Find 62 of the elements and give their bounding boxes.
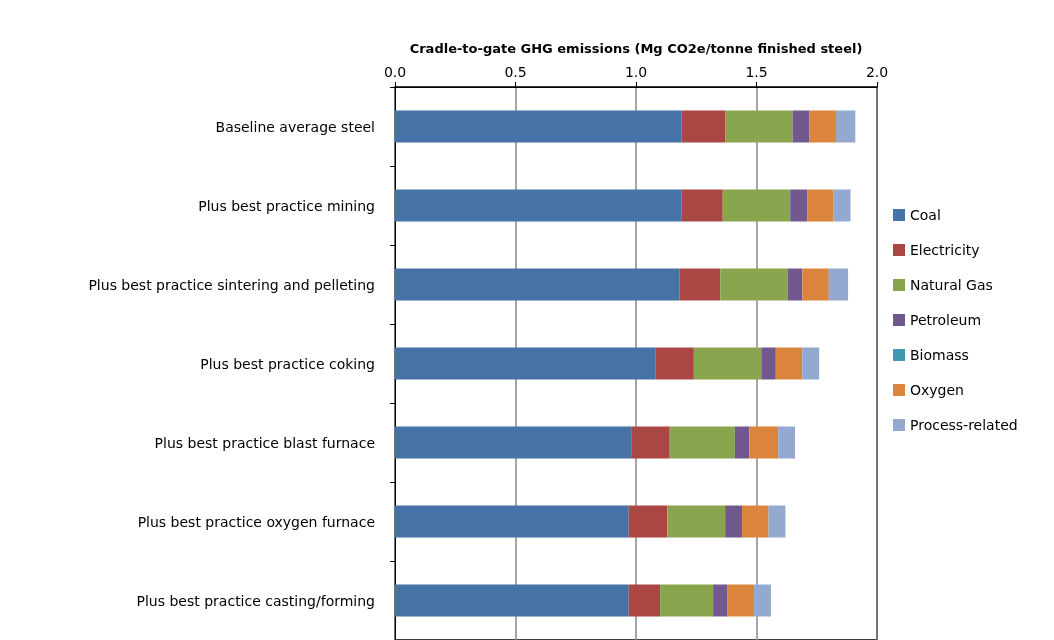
legend-label: Natural Gas [910,277,993,293]
bar [768,505,786,538]
legend-label: Electricity [910,242,980,258]
y-tick-label: Baseline average steel [215,118,375,135]
x-tick-label: 0.0 [383,64,407,80]
x-tick-label: 0.5 [504,64,527,80]
y-tick-label: Plus best practice oxygen furnace [137,513,375,530]
bar [802,347,820,380]
bar [669,426,735,459]
bar [722,189,791,222]
bar [395,110,682,143]
bar [836,110,856,143]
bar [681,110,726,143]
bar [395,347,656,380]
legend-label: Biomass [910,347,969,363]
bar [787,268,803,301]
bar [754,584,771,617]
bar [833,189,851,222]
bar [775,347,803,380]
bar [631,426,670,459]
legend-label: Process-related [910,417,1018,433]
bar [395,268,680,301]
y-tick-label: Plus best practice mining [198,197,375,214]
bar [679,268,721,301]
bar [792,110,810,143]
bar [667,505,726,538]
bar [809,110,837,143]
bar [807,189,834,222]
bar [655,347,694,380]
legend-label: Petroleum [910,312,982,328]
bar [802,268,829,301]
bar [727,584,755,617]
bar [395,426,632,459]
legend-label: Coal [910,207,941,223]
legend-label: Oxygen [910,382,964,398]
x-tick-label: 1.5 [745,64,768,80]
bar [395,189,682,222]
bar [628,584,661,617]
bar [778,426,796,459]
x-tick-label: 1.0 [624,64,648,80]
y-tick-label: Plus best practice blast furnace [154,434,375,451]
bar [742,505,769,538]
bar [681,189,723,222]
bar [828,268,849,301]
bar [395,584,629,617]
bar [395,505,629,538]
bar [628,505,668,538]
y-tick-label: Plus best practice casting/forming [136,592,375,609]
bar [725,505,743,538]
bar [790,189,808,222]
bar [749,426,779,459]
x-tick-label: 2.0 [865,64,889,80]
bar [761,347,776,380]
bar [660,584,714,617]
bar [713,584,728,617]
x-axis-title: Cradle-to-gate GHG emissions (Mg CO2e/tonne finished steel) [409,41,863,56]
bar [693,347,762,380]
y-tick-label: Plus best practice sintering and pelleting [88,276,375,293]
bar [734,426,750,459]
bar [720,268,788,301]
y-tick-label: Plus best practice coking [200,355,375,372]
bar [725,110,793,143]
